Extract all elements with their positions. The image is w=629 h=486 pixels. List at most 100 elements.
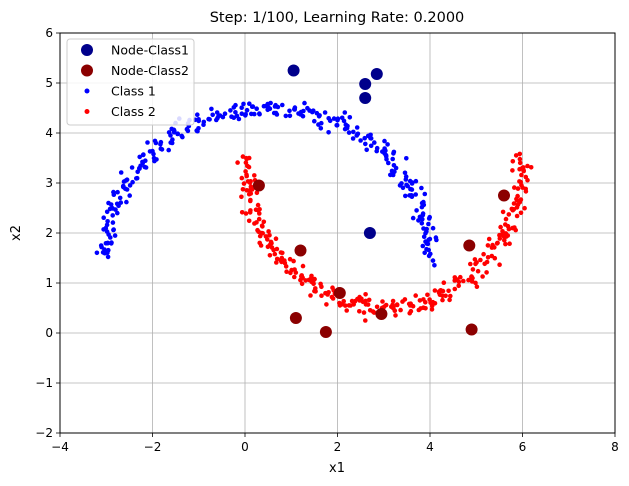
class2-point xyxy=(241,181,247,186)
class2-point xyxy=(517,156,523,162)
class1-point xyxy=(244,107,250,113)
class2-point xyxy=(246,191,252,197)
class2-point xyxy=(423,306,428,311)
class2-point xyxy=(421,297,426,302)
class2-point xyxy=(365,302,371,307)
class2-point xyxy=(247,180,253,185)
class1-point xyxy=(115,189,120,195)
class2-point xyxy=(266,229,271,234)
class2-point xyxy=(258,243,264,248)
class2-point xyxy=(272,251,278,257)
class2-point xyxy=(485,254,491,260)
class2-point xyxy=(282,260,288,266)
class2-point xyxy=(408,308,414,314)
class2-point xyxy=(410,303,416,309)
class1-point xyxy=(405,183,411,189)
class2-point xyxy=(267,253,273,258)
legend-class2-marker xyxy=(84,109,90,114)
node-class1-point xyxy=(359,92,372,104)
class1-point xyxy=(247,101,252,106)
class1-point xyxy=(287,108,292,114)
class2-point xyxy=(254,190,260,196)
class1-point xyxy=(319,120,324,126)
class1-point xyxy=(382,138,387,144)
x-tick-label: 2 xyxy=(334,440,342,454)
class1-point xyxy=(384,157,389,162)
class1-point xyxy=(118,170,124,175)
class2-point xyxy=(490,242,495,248)
class1-point xyxy=(141,152,146,157)
class1-point xyxy=(206,116,211,122)
class2-point xyxy=(243,211,249,216)
class2-point xyxy=(446,288,451,294)
class1-point xyxy=(404,156,409,161)
class1-point xyxy=(137,154,142,160)
class2-point xyxy=(257,211,262,216)
class1-point xyxy=(302,100,307,106)
class1-point xyxy=(104,209,110,215)
class1-point xyxy=(327,118,333,124)
class2-point xyxy=(468,261,473,267)
class2-point xyxy=(509,206,515,212)
class2-point xyxy=(523,174,529,180)
class2-point xyxy=(417,298,423,303)
data-points xyxy=(94,64,534,338)
class1-point xyxy=(382,151,387,156)
class2-point xyxy=(430,299,436,305)
class2-point xyxy=(486,236,492,242)
class2-point xyxy=(518,210,524,216)
class1-point xyxy=(413,192,419,197)
class1-point xyxy=(222,111,228,116)
class1-point xyxy=(368,143,374,149)
node-class2-point xyxy=(375,308,388,320)
class1-point xyxy=(196,126,201,131)
class1-point xyxy=(179,133,184,139)
legend-box xyxy=(66,38,195,126)
class1-point xyxy=(106,232,111,237)
legend-node-class1-marker xyxy=(81,44,93,56)
class1-point xyxy=(145,140,150,145)
class2-point xyxy=(309,275,314,281)
class1-point xyxy=(362,135,368,141)
class1-point xyxy=(416,218,421,223)
legend-node-class2-marker xyxy=(81,64,93,77)
class2-point xyxy=(298,277,303,283)
class1-point xyxy=(432,263,437,268)
class1-point xyxy=(390,156,396,162)
class2-point xyxy=(440,288,446,294)
class2-point xyxy=(474,284,480,290)
class1-point xyxy=(410,215,416,221)
class1-point xyxy=(239,111,245,116)
class2-point xyxy=(515,193,520,199)
chart-title: Step: 1/100, Learning Rate: 0.2000 xyxy=(210,10,465,26)
class1-point xyxy=(400,185,406,191)
class1-point xyxy=(409,187,415,192)
node-class2-point xyxy=(252,179,265,192)
class1-point xyxy=(372,140,377,145)
class1-point xyxy=(374,148,380,154)
class1-point xyxy=(426,221,431,227)
class1-point xyxy=(283,113,289,119)
class1-point xyxy=(363,141,368,147)
class1-point xyxy=(257,111,262,117)
class2-point xyxy=(246,218,252,224)
class2-point xyxy=(363,298,368,304)
class2-point xyxy=(273,236,279,241)
class2-point xyxy=(470,267,476,272)
class2-point xyxy=(299,281,305,287)
class2-point xyxy=(402,297,408,302)
class2-point xyxy=(500,229,505,234)
class2-point xyxy=(253,207,259,212)
class2-point xyxy=(514,205,520,210)
class2-point xyxy=(324,302,329,307)
class2-point xyxy=(361,310,367,315)
y-tick-label: 2 xyxy=(45,226,53,240)
class2-point xyxy=(357,309,362,314)
class2-point xyxy=(291,258,296,264)
class1-point xyxy=(364,147,370,153)
class1-point xyxy=(312,118,317,124)
class1-point xyxy=(217,113,223,118)
class1-point xyxy=(419,221,425,226)
class1-point xyxy=(210,112,215,118)
class1-point xyxy=(166,147,171,153)
